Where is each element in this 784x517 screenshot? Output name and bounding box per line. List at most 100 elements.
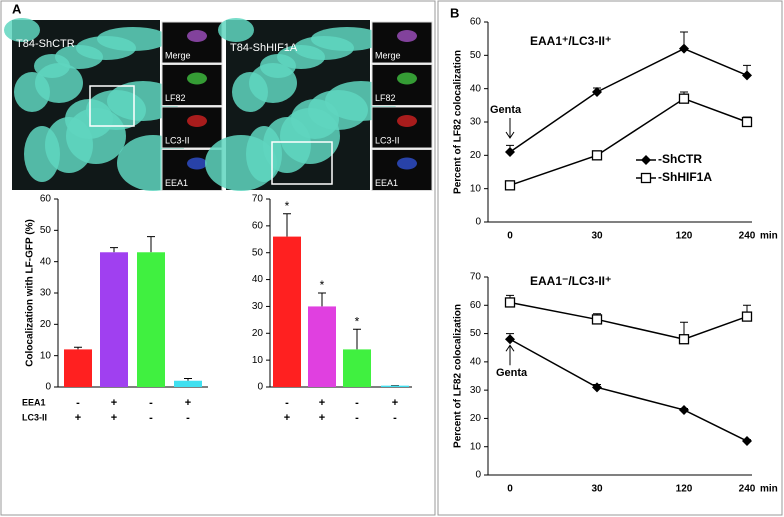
annotation: Genta <box>490 104 522 116</box>
sign: + <box>185 397 191 409</box>
marker <box>741 311 753 322</box>
y-tick-label: 50 <box>470 328 482 339</box>
legend-label: -ShCTR <box>658 152 702 166</box>
legend-label: -ShHIF1A <box>658 170 712 184</box>
y-tick-label: 30 <box>252 301 264 312</box>
x-tick-label: 30 <box>591 231 603 242</box>
inset <box>371 64 433 106</box>
x-tick-label: 0 <box>507 231 513 242</box>
chart-title: EAA1⁻/LC3-II⁺ <box>530 274 611 288</box>
inset <box>371 21 433 64</box>
error-bar <box>353 328 361 350</box>
y-tick-label: 0 <box>475 470 481 481</box>
inset-label: EEA1 <box>375 178 398 188</box>
y-tick-label: 60 <box>40 194 52 205</box>
marker <box>505 147 515 157</box>
roi-box <box>89 85 135 127</box>
y-tick-label: 0 <box>45 382 51 393</box>
panel-label: A <box>12 1 22 16</box>
y-tick-label: 10 <box>40 350 52 361</box>
star-label: * <box>320 278 325 292</box>
inset-label: Merge <box>165 50 191 60</box>
inset <box>161 64 223 106</box>
bar <box>137 252 165 387</box>
sign: + <box>392 397 398 409</box>
inset-stain <box>187 157 207 170</box>
y-tick-label: 50 <box>252 247 264 258</box>
y-tick-label: 50 <box>40 225 52 236</box>
x-tick-label: 240 <box>739 231 756 242</box>
sign: + <box>111 397 117 409</box>
marker <box>592 87 602 97</box>
y-tick-label: 30 <box>40 288 52 299</box>
sign: - <box>76 397 80 409</box>
y-tick-label: 20 <box>40 319 52 330</box>
star-label: * <box>355 314 360 328</box>
y-tick-label: 10 <box>470 183 482 194</box>
row-label: LC3-II <box>22 412 47 422</box>
marker <box>591 314 603 325</box>
inset-stain <box>187 30 207 42</box>
sign: - <box>355 412 359 424</box>
marker <box>679 43 689 54</box>
inset <box>161 21 223 64</box>
inset-label: LC3-II <box>165 135 190 145</box>
error-bar <box>74 346 82 350</box>
inset <box>371 149 433 191</box>
sign: + <box>319 397 325 409</box>
panel-label: B <box>450 5 459 20</box>
inset-label: LF82 <box>165 93 186 103</box>
sign: - <box>355 397 359 409</box>
inset-stain <box>187 115 207 127</box>
bar <box>343 349 371 387</box>
marker <box>741 116 753 128</box>
row-label: EEA1 <box>22 397 46 407</box>
cell-stain <box>4 18 40 42</box>
marker <box>678 93 690 104</box>
bar <box>174 380 202 387</box>
marker <box>679 404 689 415</box>
inset <box>161 106 223 149</box>
inset-stain <box>187 72 207 85</box>
marker <box>505 334 515 345</box>
star-label: * <box>285 199 290 213</box>
panel-a-frame <box>0 0 436 516</box>
x-tick-label: 0 <box>507 484 513 495</box>
sign: + <box>284 412 290 424</box>
series-line <box>509 97 748 187</box>
bar <box>308 306 336 387</box>
bar <box>100 252 128 387</box>
y-tick-label: 60 <box>470 300 482 311</box>
image-label: T84-ShCTR <box>16 38 75 50</box>
error-bar <box>184 378 192 381</box>
y-tick-label: 20 <box>252 328 264 339</box>
bar <box>273 236 301 387</box>
cell-stain <box>291 99 339 139</box>
marker <box>678 334 690 345</box>
inset-stain <box>397 30 417 42</box>
chart-title: EAA1⁺/LC3-II⁺ <box>530 34 611 48</box>
inset-stain <box>397 157 417 170</box>
y-tick-label: 50 <box>470 50 482 61</box>
inset-stain <box>397 115 417 127</box>
y-tick-label: 10 <box>252 355 264 366</box>
cell-stain <box>65 99 113 139</box>
inset-label: Merge <box>375 50 401 60</box>
cell-stain <box>24 126 60 182</box>
inset-stain <box>397 72 417 85</box>
error-bar <box>318 292 326 307</box>
cell-stain <box>260 54 296 78</box>
sign: - <box>393 412 397 424</box>
y-axis-label: Percent of LF82 colocalization <box>453 304 464 448</box>
cell-stain <box>205 135 277 191</box>
sign: - <box>149 397 153 409</box>
bar <box>64 349 92 387</box>
error-bar <box>147 236 155 253</box>
bar <box>381 385 409 387</box>
x-tick-label: 30 <box>591 484 603 495</box>
marker <box>742 436 752 447</box>
inset <box>371 106 433 149</box>
annotation-arrow <box>505 344 515 366</box>
error-bar <box>110 247 118 253</box>
inset-label: EEA1 <box>165 178 188 188</box>
